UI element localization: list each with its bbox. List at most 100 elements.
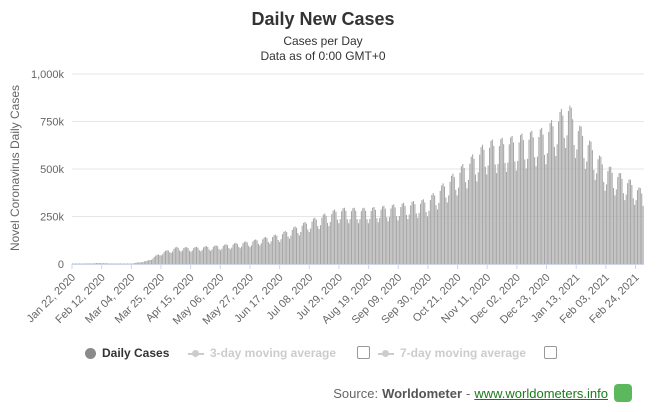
bar <box>504 163 506 264</box>
bar <box>522 140 524 264</box>
bar <box>312 218 314 264</box>
bar <box>455 189 457 264</box>
legend-label-7-day-average: 7-day moving average <box>400 346 527 360</box>
bar <box>84 263 86 264</box>
bar <box>566 135 568 264</box>
bar <box>467 179 469 264</box>
bar <box>297 233 299 264</box>
bar <box>311 221 313 264</box>
bar <box>597 159 599 264</box>
bar <box>253 239 255 264</box>
bar <box>188 250 190 264</box>
bar <box>242 243 244 264</box>
bar <box>101 263 103 264</box>
bar <box>615 189 617 264</box>
bar <box>363 207 365 264</box>
bar <box>642 205 644 264</box>
bar <box>398 215 400 264</box>
bar <box>172 251 174 264</box>
bar <box>193 248 195 264</box>
bar <box>541 127 543 264</box>
bar <box>510 137 512 264</box>
bar <box>263 237 265 264</box>
bar <box>163 252 165 264</box>
bar <box>194 247 196 264</box>
bar <box>636 190 639 264</box>
bar <box>303 222 305 264</box>
bar <box>91 263 93 264</box>
bar <box>180 251 182 264</box>
bar <box>611 172 613 264</box>
bar <box>348 223 350 264</box>
bar <box>148 260 150 264</box>
bar <box>252 241 254 264</box>
bar <box>190 251 192 264</box>
bar <box>407 219 409 264</box>
legend-checkbox-7-day-average[interactable] <box>544 346 557 359</box>
bar <box>465 182 467 264</box>
bar <box>466 188 468 264</box>
bar <box>291 229 293 264</box>
bar <box>374 209 376 264</box>
bar <box>641 193 643 264</box>
bar <box>179 250 181 264</box>
source-link[interactable]: www.worldometers.info <box>474 385 608 401</box>
legend-checkbox-3-day-average[interactable] <box>357 346 370 359</box>
bar <box>536 156 538 264</box>
legend-item-3-day-average[interactable]: 3-day moving average <box>188 343 336 363</box>
bar <box>141 262 143 264</box>
bar <box>391 205 393 264</box>
bar <box>118 263 120 264</box>
bar <box>169 252 171 264</box>
bar <box>195 246 198 264</box>
bar <box>273 235 275 264</box>
bar <box>405 214 407 264</box>
bar <box>93 263 95 264</box>
bar <box>112 263 114 264</box>
bar <box>497 164 499 264</box>
bar <box>548 132 550 264</box>
bar <box>639 188 641 264</box>
legend-label-daily-cases: Daily Cases <box>102 346 170 360</box>
bar <box>328 226 330 264</box>
bar <box>441 185 443 264</box>
legend-marker-daily-cases <box>85 347 96 359</box>
bar <box>379 218 381 264</box>
bar <box>259 245 261 264</box>
bar <box>477 172 479 264</box>
legend-item-7-day-average[interactable]: 7-day moving average <box>378 343 526 363</box>
bar <box>415 213 417 264</box>
bar <box>419 203 422 264</box>
bar <box>621 178 623 264</box>
bar <box>493 145 495 264</box>
bar <box>603 181 605 264</box>
bar <box>559 111 561 264</box>
y-axis-label: Novel Coronavirus Daily Cases <box>8 85 22 251</box>
bar <box>476 181 478 264</box>
bar <box>145 261 147 264</box>
bar <box>80 263 82 264</box>
bar <box>514 161 516 264</box>
bar <box>308 232 310 264</box>
bar <box>534 157 536 264</box>
bar <box>79 263 81 264</box>
bar <box>164 250 167 264</box>
legend-item-daily-cases[interactable]: Daily Cases <box>85 343 169 363</box>
bar <box>338 223 340 264</box>
chart-title: Daily New Cases <box>251 9 394 29</box>
bar <box>449 181 451 264</box>
bar <box>584 168 586 264</box>
bar <box>221 248 223 264</box>
bar <box>435 205 437 264</box>
bar <box>321 217 323 264</box>
bar <box>341 211 343 264</box>
bar <box>446 202 448 264</box>
bar <box>153 256 155 264</box>
bar <box>174 247 176 264</box>
bar <box>211 249 213 264</box>
bar <box>560 108 562 264</box>
bar <box>480 147 482 264</box>
bar <box>511 135 513 264</box>
bar <box>421 200 423 264</box>
bar <box>284 230 286 264</box>
